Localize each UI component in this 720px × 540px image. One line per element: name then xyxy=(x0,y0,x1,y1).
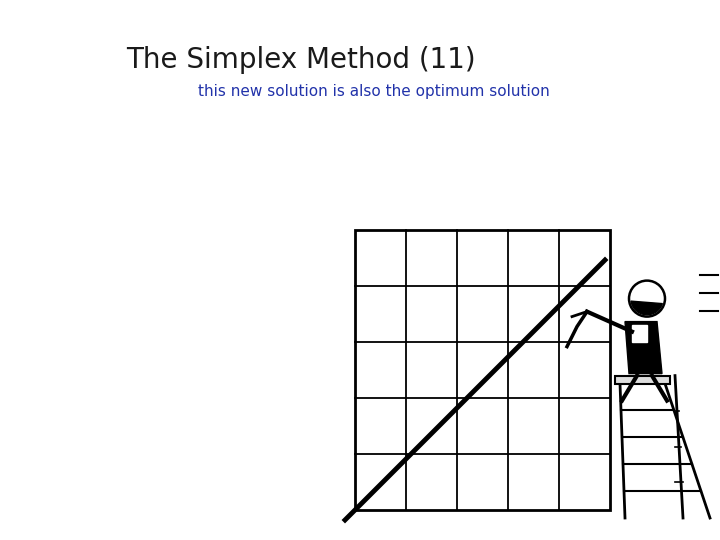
Polygon shape xyxy=(632,325,647,342)
Bar xyxy=(355,230,610,510)
Circle shape xyxy=(629,281,665,316)
Polygon shape xyxy=(625,322,662,374)
Text: this new solution is also the optimum solution: this new solution is also the optimum so… xyxy=(198,84,550,99)
Text: The Simplex Method (11): The Simplex Method (11) xyxy=(126,46,476,74)
Bar xyxy=(615,376,670,383)
Polygon shape xyxy=(631,301,662,315)
